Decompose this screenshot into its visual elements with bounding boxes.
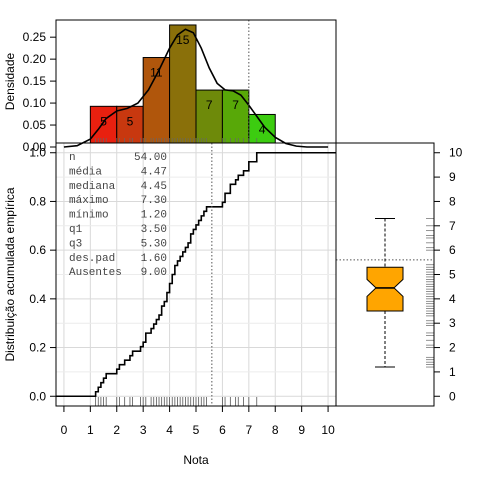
histogram-bar — [89, 105, 118, 144]
box-y-tick-label: 2 — [449, 341, 456, 355]
y-tick-label: 0.2 — [29, 341, 46, 355]
x-tick-label: 4 — [166, 423, 173, 437]
x-tick-label: 7 — [245, 423, 252, 437]
stat-value: 4.45 — [141, 181, 167, 193]
bar-count-label: 5 — [127, 114, 134, 128]
stat-value: 9.00 — [141, 267, 167, 279]
histogram-bar — [248, 113, 276, 144]
hist-y-tick-label: 0.00 — [23, 140, 47, 154]
box-y-tick-label: 4 — [449, 292, 456, 306]
stat-label: mediana — [69, 181, 116, 193]
histogram-bar — [116, 105, 144, 144]
x-tick-label: 1 — [87, 423, 94, 437]
box-y-tick-label: 7 — [449, 219, 456, 233]
stat-value: 54.00 — [134, 152, 167, 164]
stat-value: 5.30 — [141, 238, 167, 250]
box-y-tick-label: 10 — [449, 146, 463, 160]
stat-value: 1.60 — [141, 253, 167, 265]
hist-y-axis-title: Densidade — [3, 52, 17, 110]
stat-label: máximo — [69, 195, 109, 207]
y-axis-title: Distribuição acumulada empírica — [3, 187, 17, 361]
box-y-tick-label: 3 — [449, 316, 456, 330]
stat-value: 3.50 — [141, 224, 167, 236]
bar-count-label: 7 — [232, 98, 239, 112]
x-tick-label: 5 — [193, 423, 200, 437]
y-tick-label: 1.0 — [29, 146, 46, 160]
box-y-tick-label: 8 — [449, 194, 456, 208]
box-y-tick-label: 9 — [449, 170, 456, 184]
hist-y-tick-label: 0.20 — [23, 52, 47, 66]
bar-count-label: 11 — [150, 66, 163, 80]
bar-count-label: 5 — [100, 114, 107, 128]
y-tick-label: 0.4 — [29, 292, 46, 306]
x-tick-label: 10 — [321, 423, 335, 437]
x-tick-label: 9 — [298, 423, 305, 437]
stat-label: q3 — [69, 238, 82, 250]
ecdf-step-line — [56, 151, 336, 398]
hist-y-tick-label: 0.25 — [23, 30, 47, 44]
stat-label: q1 — [69, 224, 83, 236]
hist-y-tick-label: 0.10 — [23, 96, 47, 110]
stat-value: 4.47 — [141, 166, 167, 178]
stat-label: Ausentes — [69, 267, 122, 279]
y-tick-label: 0.8 — [29, 194, 46, 208]
hist-y-tick-label: 0.15 — [23, 74, 47, 88]
y-tick-label: 0.6 — [29, 243, 46, 257]
x-tick-label: 0 — [61, 423, 68, 437]
box-y-tick-label: 5 — [449, 268, 456, 282]
stat-value: 1.20 — [141, 210, 167, 222]
hist-y-tick-label: 0.05 — [23, 118, 47, 132]
x-axis-title: Nota — [183, 453, 209, 467]
y-tick-label: 0.0 — [29, 389, 46, 403]
bar-count-label: 4 — [259, 122, 266, 136]
notched-box — [366, 266, 404, 312]
box-y-tick-label: 1 — [449, 365, 456, 379]
bar-count-label: 15 — [176, 33, 190, 47]
histogram-bar — [195, 89, 223, 144]
x-tick-label: 2 — [113, 423, 120, 437]
box-y-tick-label: 0 — [449, 389, 456, 403]
x-tick-label: 8 — [272, 423, 279, 437]
stat-label: média — [69, 166, 102, 178]
x-tick-label: 6 — [219, 423, 226, 437]
density-curve — [63, 28, 329, 148]
stat-label: n — [69, 152, 76, 164]
stat-label: mínimo — [69, 210, 109, 222]
stat-label: des.pad — [69, 253, 115, 265]
bar-count-label: 7 — [206, 98, 213, 112]
box-y-tick-label: 6 — [449, 243, 456, 257]
stat-value: 7.30 — [141, 195, 167, 207]
x-tick-label: 3 — [140, 423, 147, 437]
